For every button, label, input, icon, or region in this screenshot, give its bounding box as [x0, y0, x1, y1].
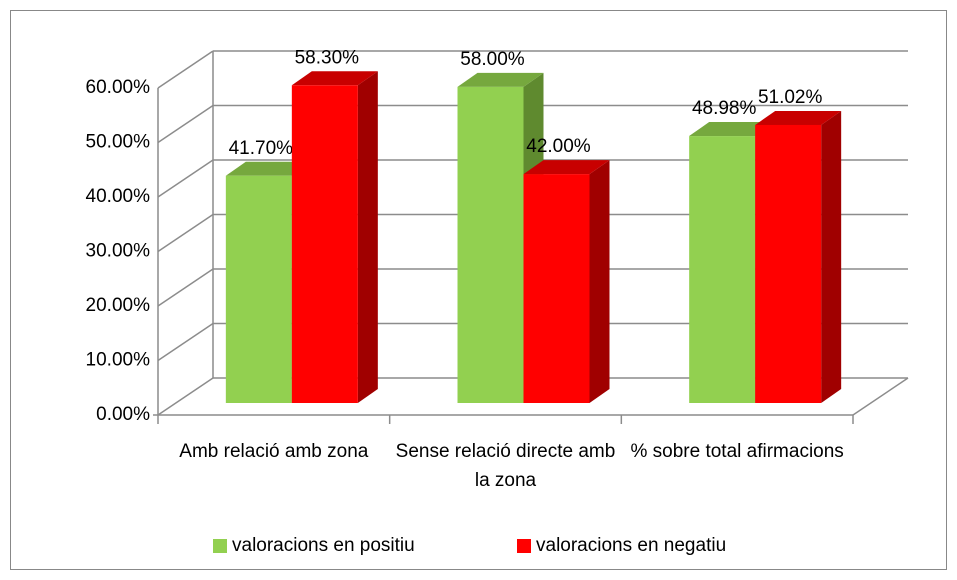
side-grid-line — [157, 322, 214, 362]
bar-top — [291, 71, 378, 86]
bar-top — [523, 160, 610, 175]
y-tick-label: 10.00% — [86, 350, 151, 371]
bar-top — [457, 72, 544, 87]
y-tick-label: 60.00% — [86, 77, 151, 98]
data-label: 51.02% — [758, 87, 823, 108]
legend-swatch — [213, 539, 227, 553]
x-tick-label: Amb relació amb zona — [179, 441, 369, 462]
chart-border — [10, 10, 947, 570]
side-grid-line — [157, 104, 214, 144]
bar — [225, 175, 292, 403]
y-tick-label: 30.00% — [86, 241, 151, 262]
bar-side — [821, 110, 842, 403]
legend-swatch — [517, 539, 531, 553]
bar-top — [689, 122, 776, 137]
bar-top — [755, 110, 842, 125]
bar — [755, 124, 822, 403]
bar-top — [225, 161, 312, 176]
y-tick-label: 40.00% — [86, 186, 151, 207]
legend-label: valoracions en negatiu — [536, 535, 726, 556]
bar — [523, 174, 590, 403]
side-grid-line — [157, 213, 214, 253]
legend-label: valoracions en positiu — [232, 535, 415, 556]
data-label: 58.00% — [460, 49, 525, 70]
side-grid-line — [157, 159, 214, 198]
side-grid-line — [157, 50, 214, 89]
bar — [689, 136, 756, 403]
bar — [291, 85, 358, 403]
bar-side — [589, 160, 610, 403]
y-tick-label: 0.00% — [96, 404, 150, 425]
x-tick-label: % sobre total afirmacions — [630, 441, 844, 462]
data-label: 42.00% — [526, 136, 591, 157]
x-tick-label: Sense relació directe amb la zona — [395, 441, 616, 491]
y-tick-label: 20.00% — [86, 295, 151, 316]
y-tick-label: 50.00% — [86, 132, 151, 153]
data-label: 58.30% — [295, 47, 360, 68]
bar-side — [357, 71, 378, 403]
floor-right — [852, 377, 909, 416]
side-grid-line — [157, 377, 214, 416]
side-grid-line — [157, 268, 214, 307]
data-label: 48.98% — [692, 98, 757, 119]
data-label: 41.70% — [229, 138, 294, 159]
bar — [457, 86, 524, 404]
